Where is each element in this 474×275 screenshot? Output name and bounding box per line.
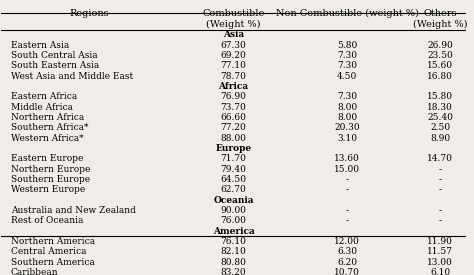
Text: 67.30: 67.30 bbox=[220, 41, 246, 50]
Text: Eastern Asia: Eastern Asia bbox=[11, 41, 69, 50]
Text: South Central Asia: South Central Asia bbox=[11, 51, 97, 60]
Text: 25.40: 25.40 bbox=[427, 113, 453, 122]
Text: -: - bbox=[438, 175, 442, 184]
Text: -: - bbox=[346, 206, 349, 215]
Text: 5.80: 5.80 bbox=[337, 41, 357, 50]
Text: West Asia and Middle East: West Asia and Middle East bbox=[11, 72, 133, 81]
Text: Non-Combustible (weight %): Non-Combustible (weight %) bbox=[276, 9, 419, 18]
Text: 76.10: 76.10 bbox=[220, 237, 246, 246]
Text: 80.80: 80.80 bbox=[220, 258, 246, 267]
Text: Australia and New Zealand: Australia and New Zealand bbox=[11, 206, 136, 215]
Text: 2.50: 2.50 bbox=[430, 123, 450, 132]
Text: 11.57: 11.57 bbox=[427, 248, 453, 257]
Text: 15.60: 15.60 bbox=[427, 61, 453, 70]
Text: Western Europe: Western Europe bbox=[11, 185, 85, 194]
Text: 90.00: 90.00 bbox=[220, 206, 246, 215]
Text: South Eastern Asia: South Eastern Asia bbox=[11, 61, 99, 70]
Text: Middle Africa: Middle Africa bbox=[11, 103, 73, 112]
Text: 8.90: 8.90 bbox=[430, 134, 450, 143]
Text: Africa: Africa bbox=[219, 82, 248, 91]
Text: Asia: Asia bbox=[223, 30, 244, 39]
Text: Oceania: Oceania bbox=[213, 196, 254, 205]
Text: 12.00: 12.00 bbox=[334, 237, 360, 246]
Text: 88.00: 88.00 bbox=[220, 134, 246, 143]
Text: 15.80: 15.80 bbox=[427, 92, 453, 101]
Text: -: - bbox=[438, 206, 442, 215]
Text: 7.30: 7.30 bbox=[337, 61, 357, 70]
Text: 23.50: 23.50 bbox=[427, 51, 453, 60]
Text: 6.10: 6.10 bbox=[430, 268, 450, 275]
Text: 20.30: 20.30 bbox=[334, 123, 360, 132]
Text: Northern Europe: Northern Europe bbox=[11, 165, 90, 174]
Text: 69.20: 69.20 bbox=[220, 51, 246, 60]
Text: 18.30: 18.30 bbox=[427, 103, 453, 112]
Text: 66.60: 66.60 bbox=[220, 113, 246, 122]
Text: -: - bbox=[438, 185, 442, 194]
Text: -: - bbox=[438, 216, 442, 226]
Text: 13.60: 13.60 bbox=[334, 154, 360, 163]
Text: 4.50: 4.50 bbox=[337, 72, 357, 81]
Text: 6.20: 6.20 bbox=[337, 258, 357, 267]
Text: 14.70: 14.70 bbox=[427, 154, 453, 163]
Text: 13.00: 13.00 bbox=[427, 258, 453, 267]
Text: -: - bbox=[346, 175, 349, 184]
Text: Europe: Europe bbox=[215, 144, 252, 153]
Text: 77.10: 77.10 bbox=[220, 61, 246, 70]
Text: Caribbean: Caribbean bbox=[11, 268, 58, 275]
Text: 62.70: 62.70 bbox=[220, 185, 246, 194]
Text: -: - bbox=[438, 165, 442, 174]
Text: 6.30: 6.30 bbox=[337, 248, 357, 257]
Text: Central America: Central America bbox=[11, 248, 86, 257]
Text: 8.00: 8.00 bbox=[337, 103, 357, 112]
Text: 7.30: 7.30 bbox=[337, 51, 357, 60]
Text: 10.70: 10.70 bbox=[334, 268, 360, 275]
Text: 64.50: 64.50 bbox=[220, 175, 246, 184]
Text: Regions: Regions bbox=[70, 9, 109, 18]
Text: 15.00: 15.00 bbox=[334, 165, 360, 174]
Text: 83.20: 83.20 bbox=[221, 268, 246, 275]
Text: 82.10: 82.10 bbox=[220, 248, 246, 257]
Text: 11.90: 11.90 bbox=[427, 237, 453, 246]
Text: 78.70: 78.70 bbox=[220, 72, 246, 81]
Text: 7.30: 7.30 bbox=[337, 92, 357, 101]
Text: Northern America: Northern America bbox=[11, 237, 95, 246]
Text: Eastern Europe: Eastern Europe bbox=[11, 154, 83, 163]
Text: Combustible
(Weight %): Combustible (Weight %) bbox=[202, 9, 264, 29]
Text: 79.40: 79.40 bbox=[220, 165, 246, 174]
Text: Southern Africa*: Southern Africa* bbox=[11, 123, 88, 132]
Text: America: America bbox=[213, 227, 255, 236]
Text: 77.20: 77.20 bbox=[220, 123, 246, 132]
Text: 76.00: 76.00 bbox=[220, 216, 246, 226]
Text: Northern Africa: Northern Africa bbox=[11, 113, 84, 122]
Text: Western Africa*: Western Africa* bbox=[11, 134, 83, 143]
Text: 8.00: 8.00 bbox=[337, 113, 357, 122]
Text: Rest of Oceania: Rest of Oceania bbox=[11, 216, 83, 226]
Text: 26.90: 26.90 bbox=[427, 41, 453, 50]
Text: 73.70: 73.70 bbox=[220, 103, 246, 112]
Text: -: - bbox=[346, 216, 349, 226]
Text: 71.70: 71.70 bbox=[220, 154, 246, 163]
Text: -: - bbox=[346, 185, 349, 194]
Text: 3.10: 3.10 bbox=[337, 134, 357, 143]
Text: Southern Europe: Southern Europe bbox=[11, 175, 90, 184]
Text: 16.80: 16.80 bbox=[427, 72, 453, 81]
Text: Eastern Africa: Eastern Africa bbox=[11, 92, 77, 101]
Text: 76.90: 76.90 bbox=[220, 92, 246, 101]
Text: Southern America: Southern America bbox=[11, 258, 94, 267]
Text: Others
(Weight %): Others (Weight %) bbox=[413, 9, 467, 29]
